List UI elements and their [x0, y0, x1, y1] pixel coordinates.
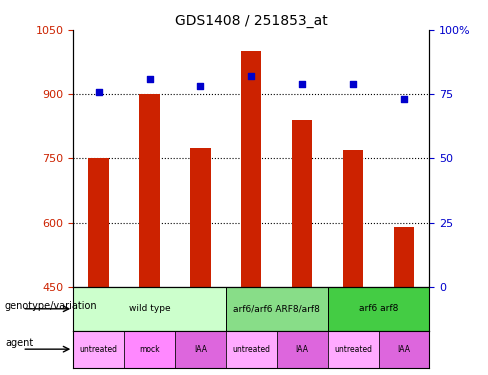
Text: untreated: untreated — [232, 345, 270, 354]
Bar — [292, 120, 312, 287]
FancyBboxPatch shape — [226, 287, 327, 331]
FancyBboxPatch shape — [175, 331, 226, 368]
Text: IAA: IAA — [194, 345, 207, 354]
Text: untreated: untreated — [334, 345, 372, 354]
Point — [298, 81, 306, 87]
Text: mock: mock — [139, 345, 160, 354]
Point — [349, 81, 357, 87]
FancyBboxPatch shape — [124, 331, 175, 368]
Bar — [343, 150, 363, 287]
Bar — [190, 148, 211, 287]
FancyBboxPatch shape — [226, 331, 277, 368]
Bar — [140, 94, 160, 287]
Text: IAA: IAA — [398, 345, 410, 354]
Point — [247, 73, 255, 79]
Text: arf6 arf8: arf6 arf8 — [359, 304, 398, 313]
Point — [145, 76, 153, 82]
Point — [400, 96, 408, 102]
FancyBboxPatch shape — [277, 331, 327, 368]
Point — [197, 84, 204, 90]
Point — [95, 88, 102, 94]
Text: arf6/arf6 ARF8/arf8: arf6/arf6 ARF8/arf8 — [233, 304, 320, 313]
Text: IAA: IAA — [296, 345, 309, 354]
Text: count: count — [98, 351, 128, 361]
Title: GDS1408 / 251853_at: GDS1408 / 251853_at — [175, 13, 328, 28]
FancyBboxPatch shape — [327, 331, 379, 368]
Bar — [394, 227, 414, 287]
Text: agent: agent — [5, 338, 33, 348]
Text: untreated: untreated — [80, 345, 118, 354]
FancyBboxPatch shape — [327, 287, 429, 331]
FancyBboxPatch shape — [379, 331, 429, 368]
Text: ■: ■ — [81, 351, 93, 365]
FancyBboxPatch shape — [73, 287, 226, 331]
Bar — [88, 158, 109, 287]
FancyBboxPatch shape — [73, 331, 124, 368]
Bar — [241, 51, 262, 287]
Text: wild type: wild type — [129, 304, 170, 313]
Text: genotype/variation: genotype/variation — [5, 301, 98, 310]
